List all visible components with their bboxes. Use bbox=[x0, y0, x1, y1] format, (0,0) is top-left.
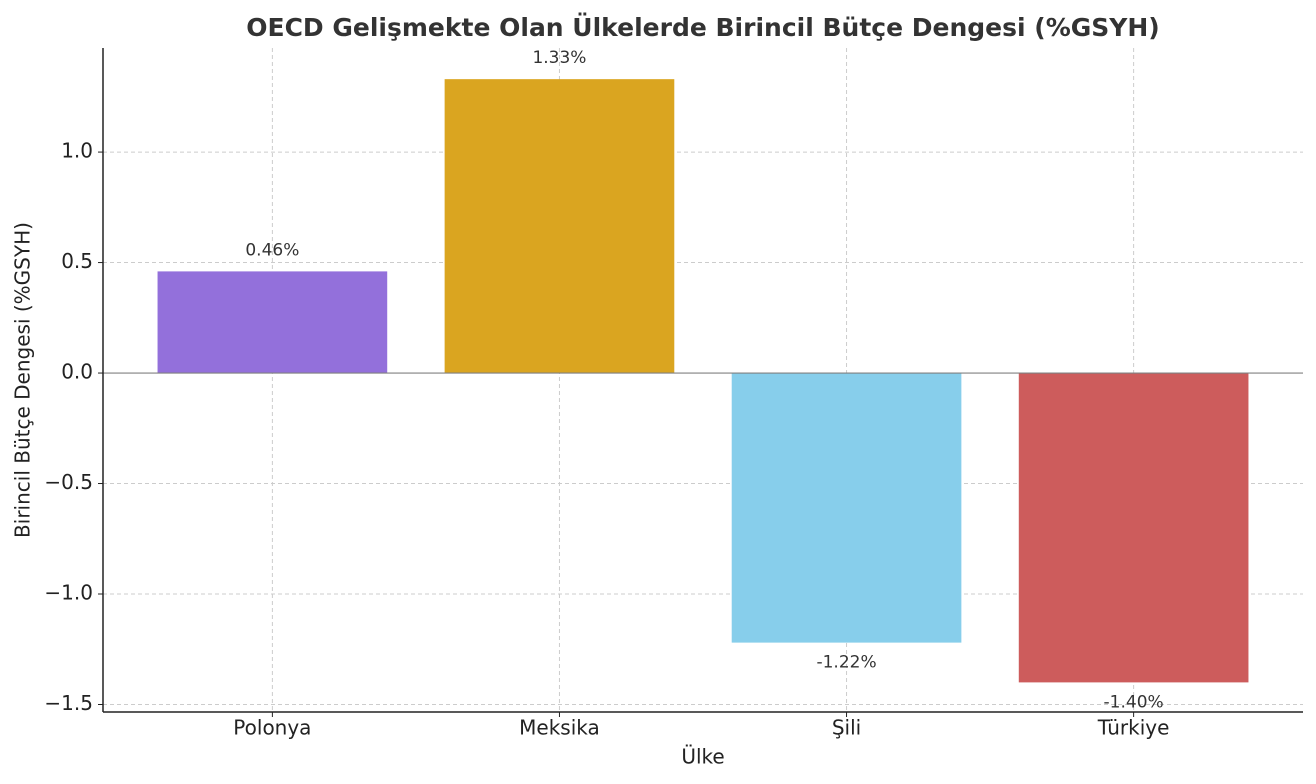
bar bbox=[731, 373, 962, 643]
chart-title: OECD Gelişmekte Olan Ülkelerde Birincil … bbox=[246, 12, 1159, 42]
bar bbox=[157, 271, 388, 374]
bar bbox=[1018, 373, 1249, 683]
data-label: -1.22% bbox=[816, 653, 876, 673]
y-axis-label: Birincil Bütçe Dengesi (%GSYH) bbox=[11, 222, 35, 538]
y-tick-label: −0.5 bbox=[44, 470, 93, 494]
y-tick-label: 0.0 bbox=[61, 360, 93, 384]
y-tick-label: −1.5 bbox=[44, 691, 93, 715]
data-label: -1.40% bbox=[1104, 692, 1164, 712]
x-axis-label: Ülke bbox=[681, 745, 724, 769]
y-tick-label: 1.0 bbox=[61, 139, 93, 163]
x-tick-label: Şili bbox=[832, 716, 861, 740]
data-label: 0.46% bbox=[245, 240, 299, 260]
y-tick-label: −1.0 bbox=[44, 581, 93, 605]
x-tick-label: Türkiye bbox=[1097, 716, 1170, 740]
x-tick-label: Meksika bbox=[519, 716, 600, 740]
y-tick-label: 0.5 bbox=[61, 249, 93, 273]
data-label: 1.33% bbox=[532, 48, 586, 68]
bar bbox=[444, 79, 675, 374]
x-tick-label: Polonya bbox=[233, 716, 311, 740]
